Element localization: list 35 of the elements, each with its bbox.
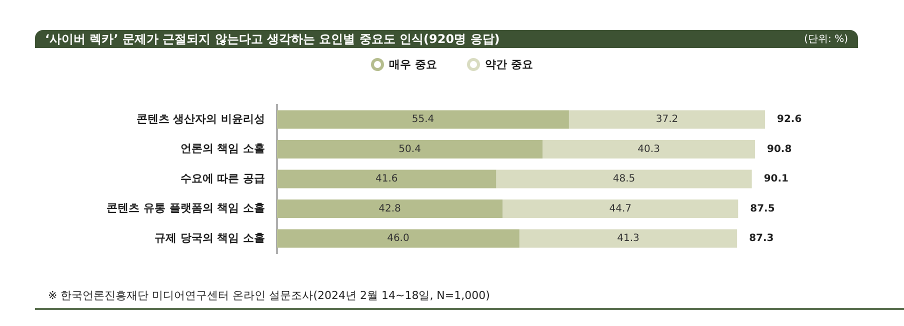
data-label: 46.0 xyxy=(387,233,410,244)
data-label: 40.3 xyxy=(638,144,660,155)
total-label: 90.8 xyxy=(766,144,792,155)
legend-label: 매우 중요 xyxy=(389,57,437,72)
bar xyxy=(277,140,543,158)
bar xyxy=(277,200,503,218)
text: (단위: %) xyxy=(804,33,848,46)
bar xyxy=(568,110,765,129)
data-label: 44.7 xyxy=(609,203,632,214)
data-label: 48.5 xyxy=(612,174,636,185)
data-label: 50.4 xyxy=(398,144,421,155)
y-tick-label: 규제 당국의 책임 소홀 xyxy=(154,231,265,244)
total-label: 87.3 xyxy=(749,233,774,244)
data-label: 42.8 xyxy=(378,203,401,214)
data-label: 41.6 xyxy=(375,174,398,185)
total-label: 92.6 xyxy=(777,114,802,126)
data-label: 37.2 xyxy=(656,114,678,126)
bar xyxy=(502,200,738,218)
total-label: 87.5 xyxy=(750,203,775,214)
legend-label: 약간 중요 xyxy=(485,57,533,72)
bar xyxy=(277,229,520,248)
chart-title: ‘사이버 렉카’ 문제가 근절되지 않는다고 생각하는 요인별 중요도 인식(920명 응답) xyxy=(45,30,500,48)
data-label: 55.4 xyxy=(412,114,434,126)
y-tick-label: 언론의 책임 소홀 xyxy=(180,142,265,156)
y-tick-label: 콘텐츠 생산자의 비윤리성 xyxy=(136,112,265,126)
bar xyxy=(542,140,755,158)
text: ※ 한국언론진흥재단 미디어연구센터 온라인 설문조사(2024년 2월 14~18일, N=1,000) xyxy=(48,288,490,303)
y-tick-label: 콘텐츠 유통 플랫폼의 책임 소홀 xyxy=(106,202,265,215)
bar xyxy=(277,170,496,188)
y-tick-label: 수요에 따른 공급 xyxy=(180,172,265,185)
total-label: 90.1 xyxy=(764,174,789,185)
bar xyxy=(277,110,569,129)
bar xyxy=(496,170,752,188)
bar xyxy=(519,229,738,248)
data-label: 41.3 xyxy=(617,233,640,244)
